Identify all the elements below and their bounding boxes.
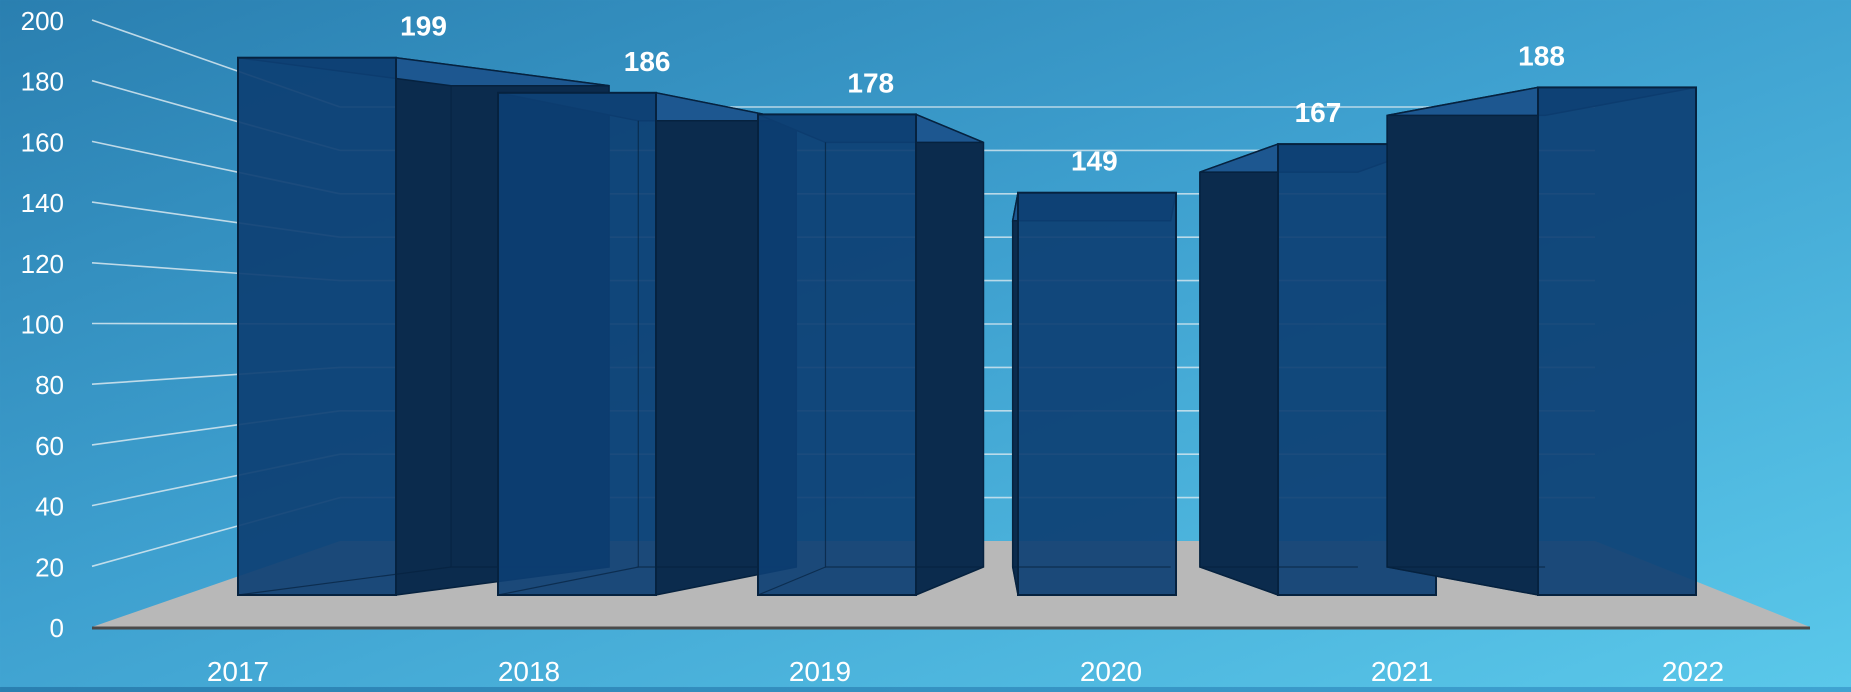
bar-front-face: [757, 113, 917, 597]
data-label: 167: [1295, 97, 1342, 128]
bar-inner-edge: [1199, 566, 1279, 596]
y-tick-label: 80: [35, 370, 64, 400]
bar: [1386, 86, 1697, 597]
y-tick-label: 120: [21, 249, 64, 279]
y-tick-label: 200: [21, 6, 64, 36]
bar: [1011, 191, 1177, 596]
bar-inner-edge: [1012, 566, 1019, 596]
y-tick-label: 160: [21, 127, 64, 157]
bar-side-face: [1386, 86, 1539, 596]
bar: [757, 113, 985, 597]
bar-front-face: [1017, 191, 1177, 596]
x-tick-label: 2021: [1371, 656, 1433, 687]
y-tick-label: 100: [21, 310, 64, 340]
x-tick-label: 2018: [498, 656, 560, 687]
y-tick-label: 40: [35, 492, 64, 522]
data-label: 149: [1071, 146, 1118, 177]
x-tick-label: 2019: [789, 656, 851, 687]
data-label: 199: [400, 11, 447, 42]
bar-inner-edge: [497, 566, 639, 596]
data-label: 188: [1518, 40, 1565, 71]
x-tick-label: 2020: [1080, 656, 1142, 687]
bar-front-face: [1537, 86, 1697, 597]
data-label: 186: [624, 46, 671, 77]
bar-inner-edge: [1386, 566, 1539, 596]
y-tick-label: 0: [50, 613, 64, 643]
y-tick-label: 20: [35, 552, 64, 582]
bar-side-face: [1199, 143, 1279, 597]
x-tick-label: 2022: [1662, 656, 1724, 687]
data-label: 178: [847, 67, 894, 98]
bar-inner-edge: [757, 566, 826, 596]
x-tick-label: 2017: [207, 656, 269, 687]
bar-inner-edge: [237, 566, 452, 596]
y-tick-label: 180: [21, 67, 64, 97]
y-tick-label: 60: [35, 431, 64, 461]
bar-front-face: [237, 56, 397, 596]
bar: [497, 91, 798, 597]
bar-side-face: [915, 113, 985, 597]
y-tick-label: 140: [21, 188, 64, 218]
bar-front-face: [497, 91, 657, 597]
